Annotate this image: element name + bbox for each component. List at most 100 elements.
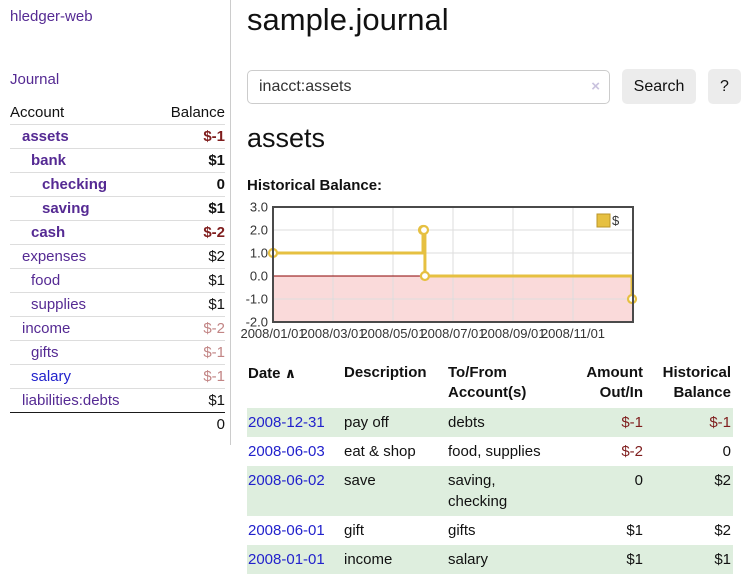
transaction-accounts: saving, checking [448,472,508,510]
transaction-description: pay off [344,414,389,431]
transaction-amount: $1 [626,551,643,568]
account-row-food[interactable]: food $1 [10,268,225,292]
account-balance: $1 [208,272,225,289]
app-brand-link[interactable]: hledger-web [10,8,93,25]
svg-text:0.0: 0.0 [250,269,268,284]
svg-text:2008/07/01: 2008/07/01 [420,326,485,341]
search-input-wrap: × [247,69,610,104]
transaction-date-link[interactable]: 2008-01-01 [248,551,325,568]
register-row: 2008-06-03 eat & shop food, supplies $-2… [247,437,733,466]
transaction-description: eat & shop [344,443,416,460]
transaction-balance: $2 [714,472,731,489]
account-balance: 0 [216,176,225,193]
account-balance: $-1 [203,344,225,361]
account-link[interactable]: cash [31,224,66,241]
account-row-saving[interactable]: saving $1 [10,196,225,220]
register-row: 2008-06-02 save saving, checking 0 $2 [247,466,733,516]
account-balance: $-1 [203,128,225,145]
chart-title: Historical Balance: [247,177,383,194]
page-title: sample.journal [247,2,449,37]
clear-search-icon[interactable]: × [591,77,600,95]
account-link[interactable]: income [22,320,71,337]
account-link[interactable]: liabilities:debts [22,392,120,409]
register-row: 2008-01-01 income salary $1 $1 [247,545,733,574]
account-row-liabilities-debts[interactable]: liabilities:debts $1 [10,388,225,412]
account-row-salary[interactable]: salary $-1 [10,364,225,388]
svg-text:2008/09/01: 2008/09/01 [480,326,545,341]
register-header-row: Date ∧ Description To/From Account(s) Am… [247,361,733,408]
account-row-bank[interactable]: bank $1 [10,148,225,172]
transaction-balance: $2 [714,522,731,539]
transaction-accounts: gifts [448,522,476,539]
register-header-date[interactable]: Date ∧ [248,365,297,382]
search-button[interactable]: Search [622,69,696,104]
transaction-description: income [344,551,393,568]
historical-balance-chart: $3.0 2.0 1.0 0.0 -1.0 -2.02008/01/012008/03/0… [240,200,638,341]
register-header-description: Description [344,364,427,381]
register-header-amount: Amount Out/In [586,364,643,401]
account-link[interactable]: salary [31,368,72,385]
svg-text:-1.0: -1.0 [246,292,268,307]
transaction-balance: $-1 [709,414,731,431]
transaction-date-link[interactable]: 2008-06-02 [248,472,325,489]
sidebar: hledger-web Journal Account Balance asse… [0,0,231,445]
svg-text:1.0: 1.0 [250,246,268,261]
account-link[interactable]: saving [42,200,90,217]
accounts-table: Account Balance assets $-1 bank $1 check… [10,100,225,436]
transaction-date-link[interactable]: 2008-12-31 [248,414,325,431]
account-row-income[interactable]: income $-2 [10,316,225,340]
svg-text:$: $ [612,213,620,228]
account-heading: assets [247,123,326,153]
account-row-checking[interactable]: checking 0 [10,172,225,196]
transaction-balance: 0 [722,443,731,460]
transaction-amount: 0 [634,472,643,489]
svg-text:2008/05/01: 2008/05/01 [360,326,425,341]
svg-text:2.0: 2.0 [250,223,268,238]
account-row-gifts[interactable]: gifts $-1 [10,340,225,364]
transaction-description: save [344,472,376,489]
account-link[interactable]: supplies [31,296,87,313]
accounts-total-value: 0 [216,416,225,433]
sidebar-item-journal[interactable]: Journal [10,71,60,88]
account-link[interactable]: expenses [22,248,87,265]
transaction-date-link[interactable]: 2008-06-01 [248,522,325,539]
sort-asc-icon: ∧ [284,365,297,381]
account-link[interactable]: food [31,272,61,289]
search-input[interactable] [247,69,610,104]
svg-text:-2.0: -2.0 [246,315,268,330]
register-header-balance: Historical Balance [662,364,731,401]
svg-text:2008/11/01: 2008/11/01 [541,326,605,341]
transaction-date-link[interactable]: 2008-06-03 [248,443,325,460]
help-button[interactable]: ? [708,69,741,104]
register-table: Date ∧ Description To/From Account(s) Am… [247,361,733,574]
search-bar: × Search ? [247,69,741,104]
transaction-amount: $-1 [621,414,643,431]
account-balance: $1 [208,392,225,409]
account-row-expenses[interactable]: expenses $2 [10,244,225,268]
transaction-accounts: salary [448,551,489,568]
account-balance: $-1 [203,368,225,385]
account-link[interactable]: assets [22,128,69,145]
svg-text:2008/01/01: 2008/01/01 [240,326,305,341]
register-header-tofrom: To/From Account(s) [448,364,527,401]
account-balance: $1 [208,200,225,217]
accounts-header-account: Account [10,103,65,121]
account-balance: $1 [208,152,225,169]
account-row-cash[interactable]: cash $-2 [10,220,225,244]
main-content: sample.journal × Search ? assets Histori… [240,0,742,582]
account-row-supplies[interactable]: supplies $1 [10,292,225,316]
account-link[interactable]: gifts [31,344,59,361]
account-balance: $2 [208,248,225,265]
transaction-description: gift [344,522,365,539]
account-row-assets[interactable]: assets $-1 [10,124,225,148]
account-balance: $-2 [203,320,225,337]
accounts-total-row: 0 [10,412,225,436]
account-link[interactable]: bank [31,152,67,169]
svg-text:2008/03/01: 2008/03/01 [300,326,365,341]
transaction-balance: $1 [714,551,731,568]
transaction-accounts: debts [448,414,485,431]
transaction-amount: $-2 [621,443,643,460]
account-link[interactable]: checking [42,176,108,193]
register-row: 2008-06-01 gift gifts $1 $2 [247,516,733,545]
accounts-header-balance: Balance [170,103,225,121]
